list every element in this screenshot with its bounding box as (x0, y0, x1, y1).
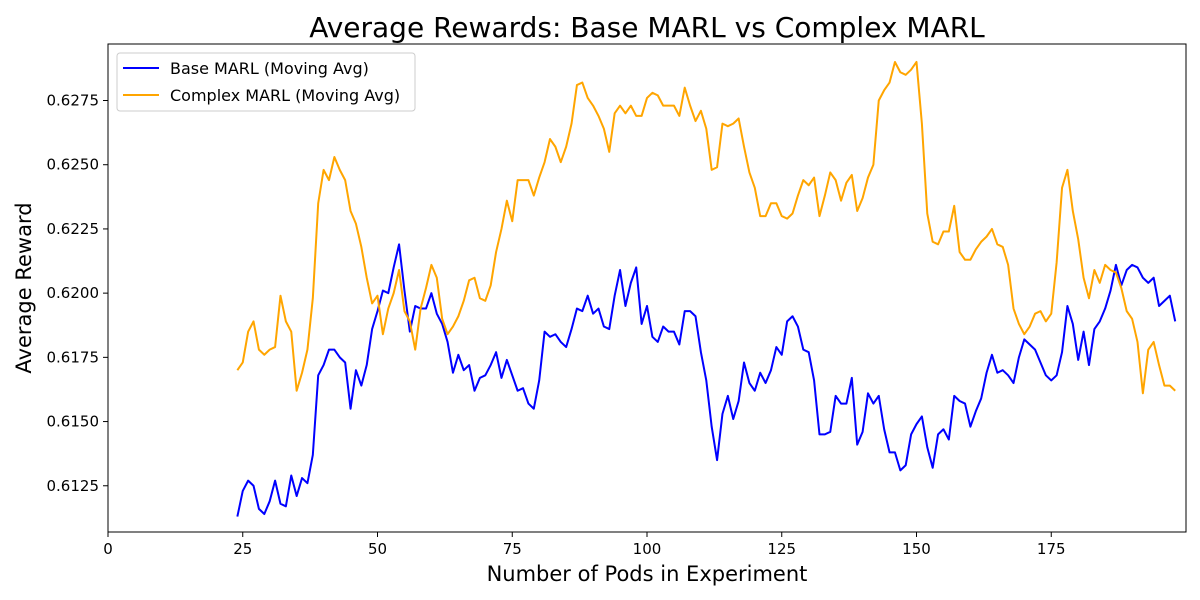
chart-title: Average Rewards: Base MARL vs Complex MA… (309, 11, 985, 44)
x-tick-label: 175 (1037, 540, 1066, 558)
y-tick-label: 0.6150 (47, 413, 100, 431)
x-axis-label: Number of Pods in Experiment (487, 562, 808, 586)
plot-frame (107, 43, 1187, 533)
x-tick-label: 125 (767, 540, 796, 558)
x-tick-label: 0 (103, 540, 113, 558)
x-tick-label: 25 (233, 540, 252, 558)
y-tick-label: 0.6200 (47, 284, 100, 302)
y-tick-label: 0.6275 (47, 92, 100, 110)
legend: Base MARL (Moving Avg) Complex MARL (Mov… (116, 52, 416, 112)
legend-box (116, 52, 416, 112)
y-axis: 0.6125 0.6150 0.6175 0.6200 0.6225 0.6250 0.62… (47, 92, 108, 495)
legend-label-complex-marl: Complex MARL (Moving Avg) (170, 86, 400, 105)
series-line-base-marl (236, 243, 1177, 517)
x-axis: 0 25 50 75 100 125 150 175 (103, 532, 1066, 558)
x-tick-label: 150 (902, 540, 931, 558)
series-line-complex-marl (236, 60, 1176, 395)
y-axis-label: Average Reward (12, 202, 36, 373)
y-tick-label: 0.6125 (47, 477, 100, 495)
x-tick-label: 100 (633, 540, 662, 558)
y-tick-label: 0.6175 (47, 348, 100, 366)
y-tick-label: 0.6225 (47, 220, 100, 238)
legend-label-base-marl: Base MARL (Moving Avg) (170, 59, 369, 78)
x-tick-label: 50 (368, 540, 387, 558)
y-tick-label: 0.6250 (47, 156, 100, 174)
x-tick-label: 75 (503, 540, 522, 558)
series-layer (236, 60, 1177, 517)
